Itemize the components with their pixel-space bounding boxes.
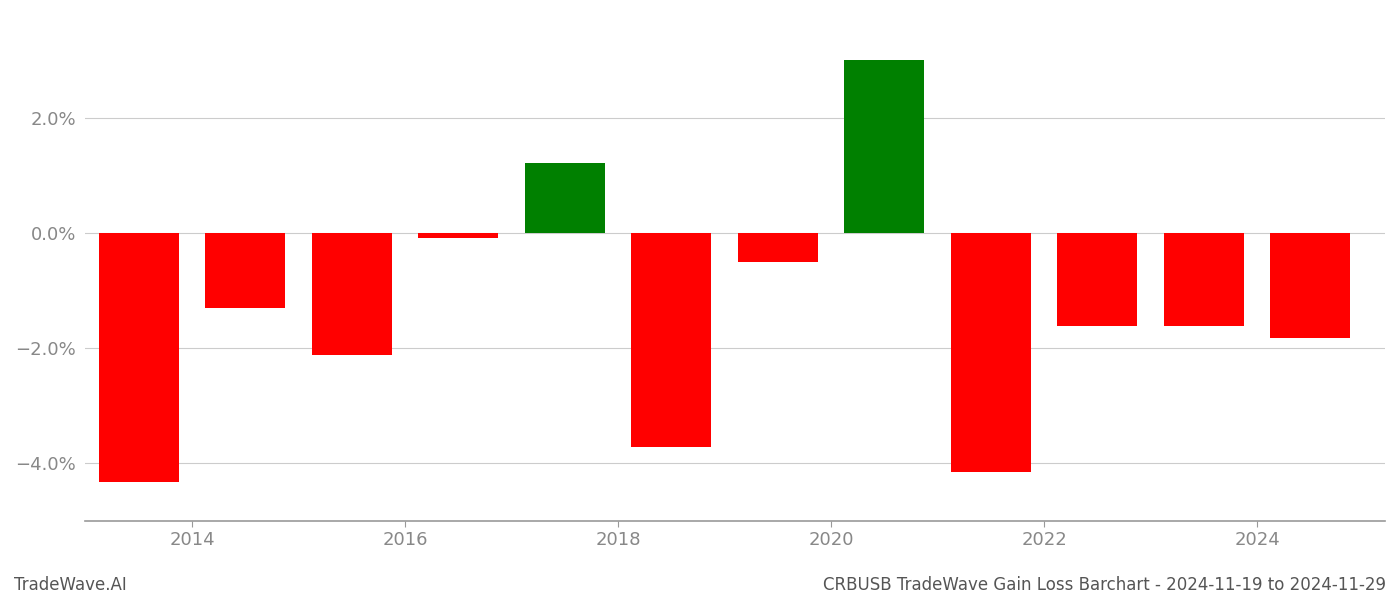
Bar (312, 233, 392, 355)
Text: TradeWave.AI: TradeWave.AI (14, 576, 127, 594)
Bar (419, 233, 498, 238)
Bar (844, 60, 924, 233)
Bar (631, 233, 711, 447)
Bar (1163, 233, 1243, 326)
Text: CRBUSB TradeWave Gain Loss Barchart - 2024-11-19 to 2024-11-29: CRBUSB TradeWave Gain Loss Barchart - 20… (823, 576, 1386, 594)
Bar (951, 233, 1030, 472)
Bar (738, 233, 818, 262)
Bar (1270, 233, 1351, 338)
Bar (99, 233, 179, 482)
Bar (525, 163, 605, 233)
Bar (206, 233, 286, 308)
Bar (1057, 233, 1137, 326)
